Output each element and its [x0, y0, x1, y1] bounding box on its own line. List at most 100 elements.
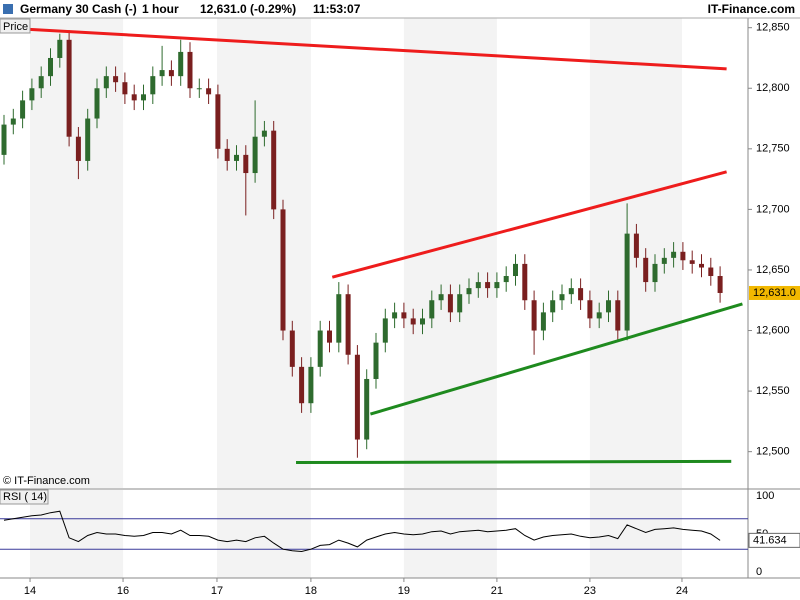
- candle-body: [680, 251, 686, 261]
- candle-body: [168, 70, 174, 77]
- candle-body: [605, 300, 611, 313]
- candle-body: [373, 342, 379, 379]
- rsi-label: RSI ( 14): [3, 491, 47, 503]
- candle-body: [280, 209, 286, 331]
- candle-body: [85, 118, 91, 161]
- candle-body: [215, 94, 221, 149]
- y-tick-label: 12,800: [756, 82, 790, 94]
- candle-body: [10, 118, 16, 125]
- x-tick-label: 18: [305, 585, 317, 597]
- candle-body: [661, 257, 667, 264]
- x-tick-label: 23: [584, 585, 596, 597]
- candle-body: [392, 312, 398, 319]
- candle-body: [271, 130, 277, 210]
- candle-body: [94, 88, 100, 119]
- trend-line: [0, 26, 727, 71]
- candle-body: [317, 330, 323, 367]
- candle-body: [29, 88, 35, 101]
- x-tick-label: 19: [398, 585, 410, 597]
- candle-body: [587, 300, 593, 319]
- header-icon: [3, 4, 13, 14]
- candle-body: [364, 378, 370, 440]
- candle-body: [429, 300, 435, 319]
- candle-body: [689, 260, 695, 264]
- y-tick-label: 12,650: [756, 264, 790, 276]
- candle-body: [289, 330, 295, 367]
- panel-label: Price: [3, 21, 28, 33]
- candle-body: [652, 263, 658, 283]
- candle-body: [345, 294, 351, 355]
- candle-body: [122, 82, 128, 95]
- rsi-last-box: [748, 532, 800, 548]
- panel-label-box: [0, 18, 31, 34]
- x-tick-label: 16: [117, 585, 129, 597]
- candle-body: [382, 318, 388, 343]
- x-tick-label: 14: [24, 585, 36, 597]
- candle-body: [559, 294, 565, 301]
- y-tick-label: 12,700: [756, 203, 790, 215]
- rsi-tick-label: 0: [756, 566, 762, 578]
- candle-body: [503, 276, 509, 283]
- candle-body: [401, 312, 407, 319]
- candle-body: [671, 251, 677, 258]
- candle-body: [140, 94, 146, 101]
- candle-body: [550, 300, 556, 313]
- day-band: [216, 18, 311, 488]
- candle-body: [708, 267, 714, 277]
- candle-body: [243, 154, 249, 174]
- candle-body: [299, 366, 305, 404]
- candle-body: [47, 57, 53, 77]
- candle-body: [38, 76, 44, 89]
- candle-body: [624, 233, 630, 331]
- quote: 12,631.0 (-0.29%): [200, 2, 296, 16]
- candle-body: [308, 366, 314, 404]
- candle-body: [540, 312, 546, 331]
- candle-body: [57, 39, 63, 58]
- candle-body: [633, 233, 639, 258]
- rsi-label-box: [0, 489, 49, 505]
- candle-body: [522, 263, 528, 301]
- x-tick-label: 17: [211, 585, 223, 597]
- day-band: [589, 490, 682, 578]
- candle-body: [596, 312, 602, 319]
- day-band: [30, 18, 124, 488]
- y-tick-label: 12,550: [756, 385, 790, 397]
- rsi-last-label: 41.634: [753, 534, 787, 546]
- candle-body: [512, 263, 518, 277]
- candle-body: [66, 39, 72, 137]
- candle-body: [20, 100, 26, 119]
- candle-body: [233, 154, 239, 161]
- candle-body: [75, 136, 81, 161]
- rsi-tick-label: 100: [756, 490, 774, 502]
- header-bar: [0, 0, 800, 18]
- candle-body: [206, 88, 212, 95]
- candle-body: [159, 70, 165, 77]
- candle-body: [466, 288, 472, 295]
- time: 11:53:07: [313, 2, 361, 16]
- candle-body: [410, 318, 416, 325]
- candle-body: [419, 318, 425, 325]
- candle-body: [485, 282, 491, 289]
- candle-body: [643, 257, 649, 283]
- y-tick-label: 12,600: [756, 324, 790, 336]
- candle-body: [494, 282, 500, 289]
- candle-body: [615, 300, 621, 331]
- candle-body: [150, 76, 156, 95]
- candle-body: [326, 330, 332, 343]
- x-tick-label: 21: [491, 585, 503, 597]
- candle-body: [261, 130, 267, 137]
- candle-body: [178, 51, 184, 77]
- y-tick-label: 12,500: [756, 446, 790, 458]
- y-tick-label: 12,750: [756, 143, 790, 155]
- last-price-label: 12,631.0: [753, 287, 796, 299]
- candle-body: [438, 294, 444, 301]
- candle-body: [113, 76, 119, 83]
- trend-line: [331, 170, 727, 279]
- x-tick-label: 24: [676, 585, 688, 597]
- candle-body: [103, 76, 109, 89]
- instrument: Germany 30 Cash (-): [20, 2, 137, 16]
- candle-body: [252, 136, 258, 174]
- rsi-line: [3, 510, 721, 553]
- brand: IT-Finance.com: [708, 2, 795, 16]
- candle-body: [457, 294, 463, 313]
